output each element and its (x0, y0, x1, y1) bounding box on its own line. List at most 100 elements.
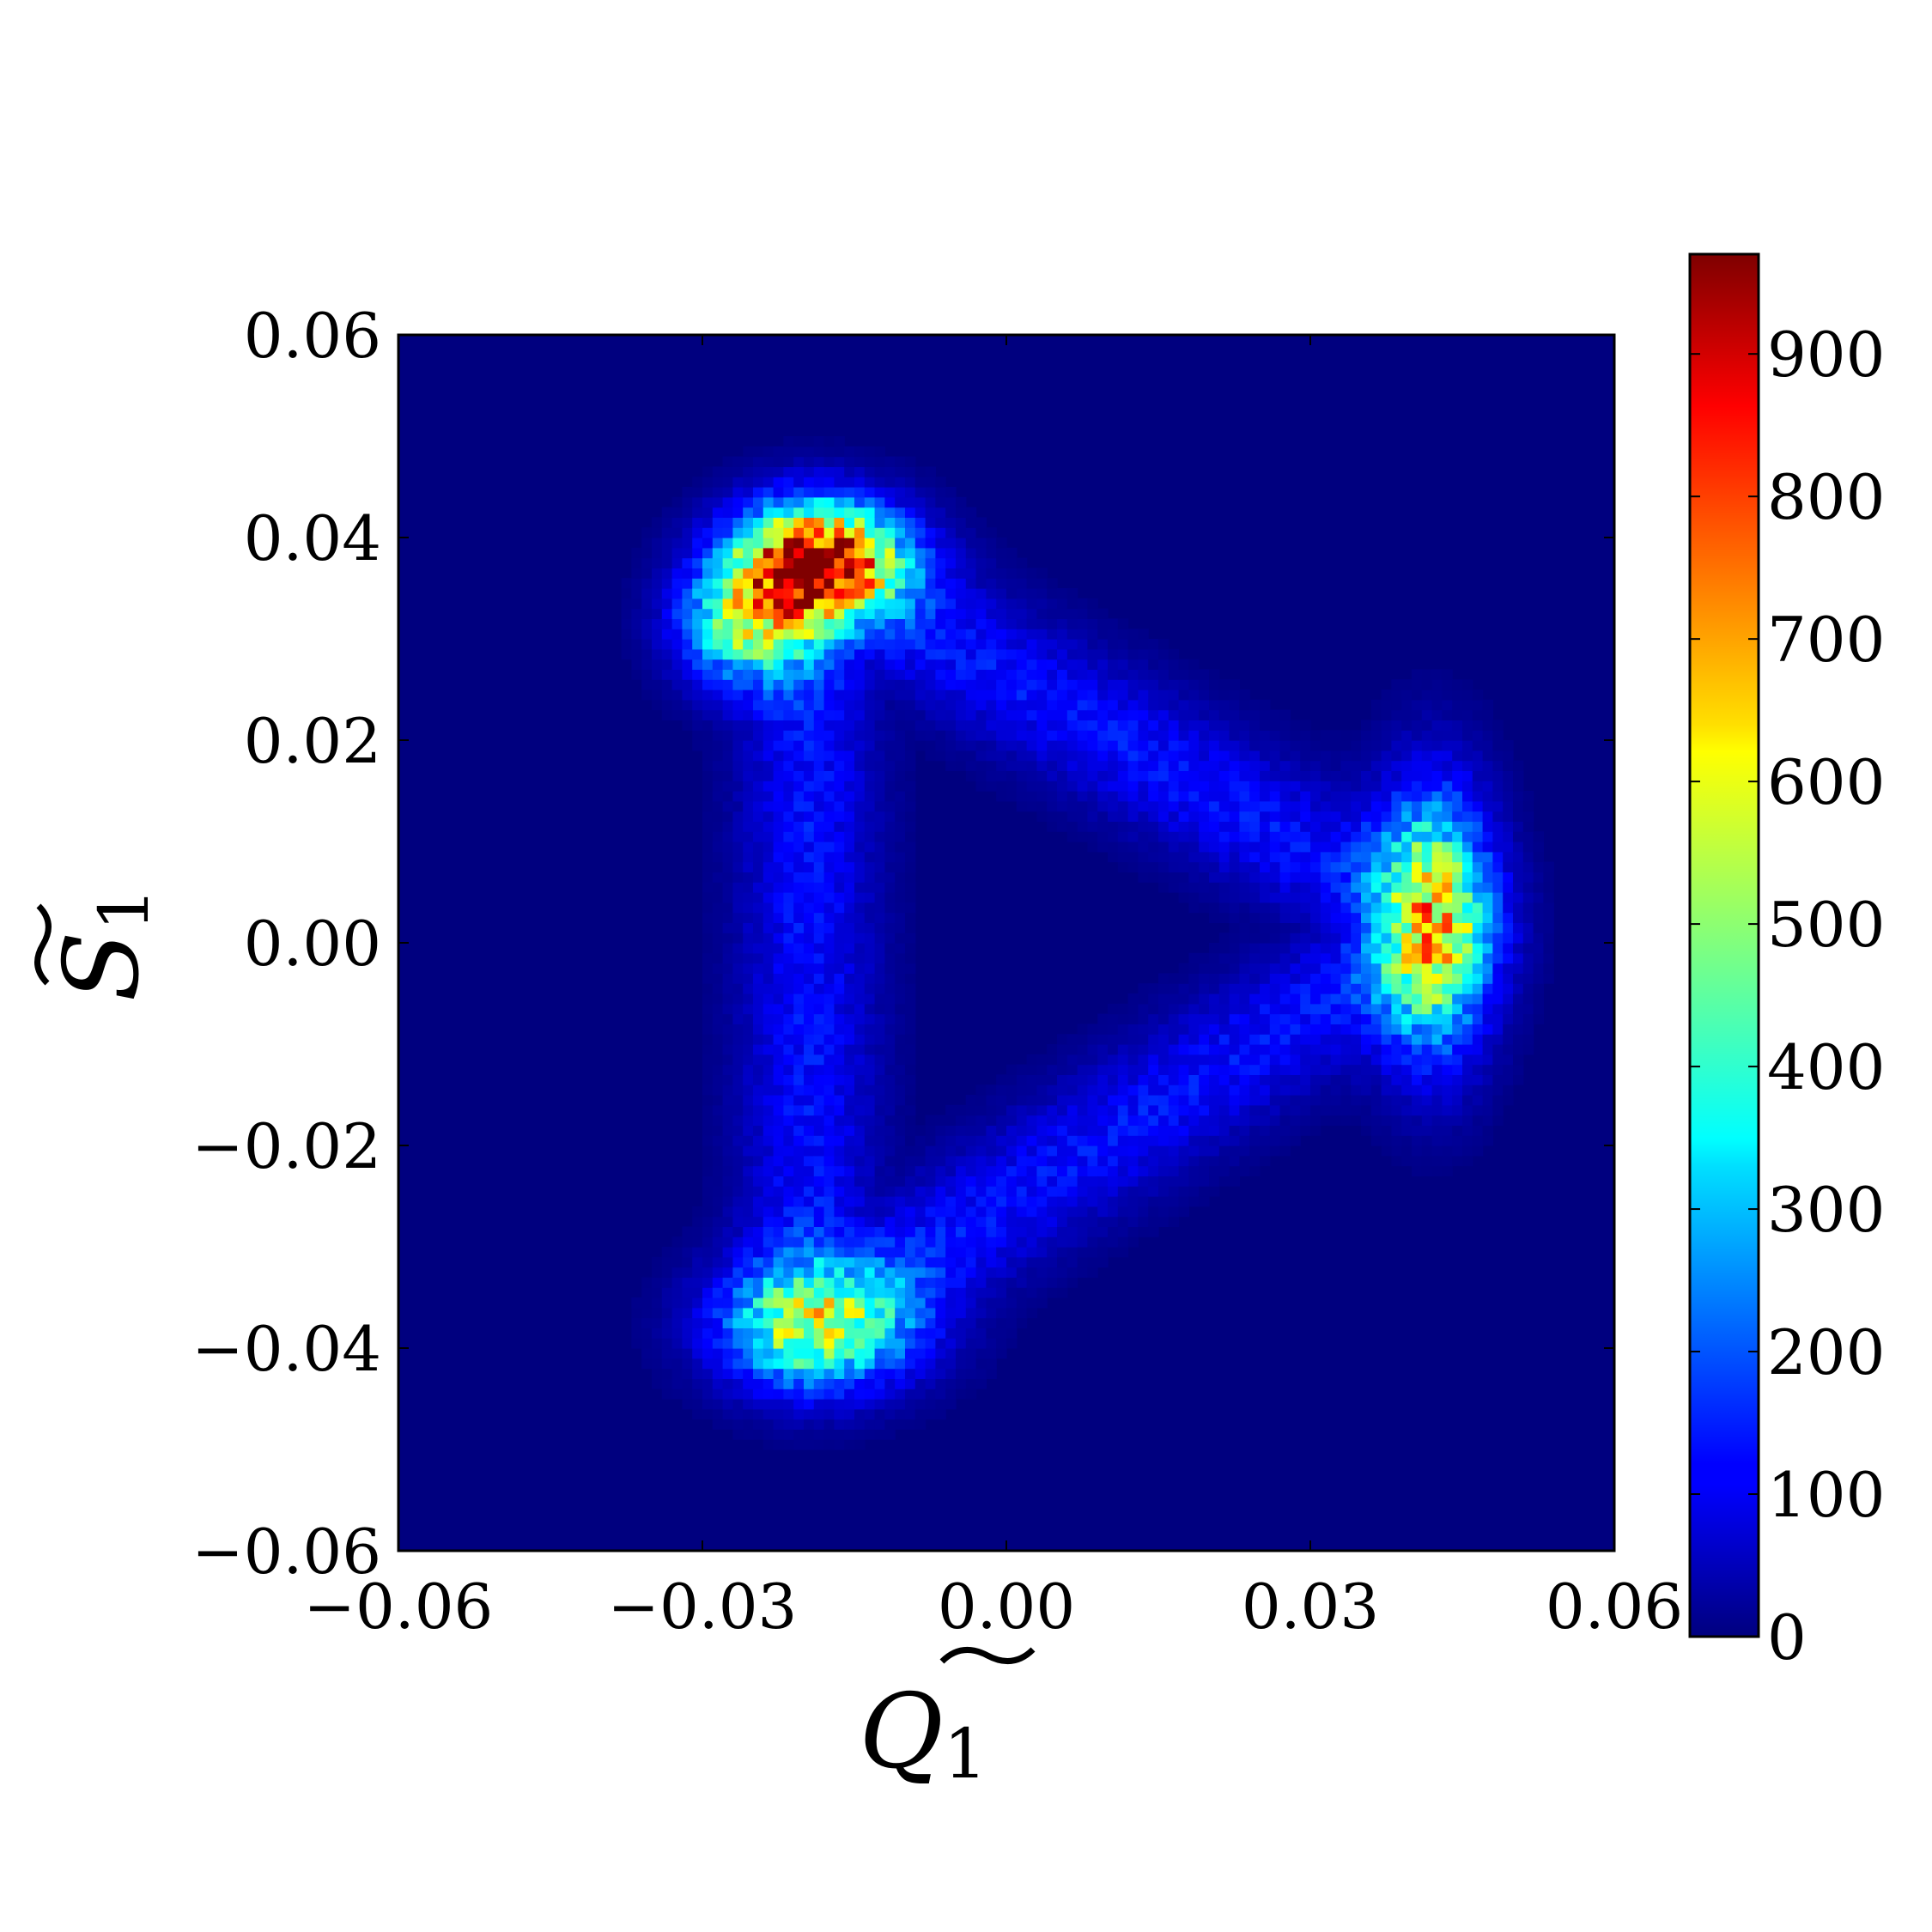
heatmap-cell (905, 1216, 916, 1227)
heatmap-cell (1047, 740, 1058, 751)
heatmap-cell (793, 487, 805, 498)
heatmap-cell (793, 699, 805, 711)
heatmap-cell (874, 1013, 885, 1024)
heatmap-cell (1249, 933, 1261, 944)
heatmap-cell (834, 770, 845, 781)
heatmap-cell (671, 1338, 683, 1349)
heatmap-cell (753, 872, 764, 883)
heatmap-cell (884, 1186, 896, 1197)
heatmap-cell (1218, 720, 1230, 731)
heatmap-cell (1077, 1267, 1088, 1278)
heatmap-cell (1199, 1003, 1210, 1015)
heatmap-cell (1431, 770, 1443, 781)
heatmap-cell (652, 1327, 663, 1339)
heatmap-cell (773, 1155, 784, 1167)
heatmap-cell (1097, 1125, 1109, 1136)
heatmap-cell (793, 1155, 805, 1167)
heatmap-cell (712, 1196, 724, 1207)
heatmap-cell (702, 1277, 714, 1288)
heatmap-cell (1077, 629, 1088, 640)
heatmap-cell (914, 547, 927, 559)
heatmap-cell (762, 1378, 775, 1389)
heatmap-cell (702, 568, 714, 579)
heatmap-cell (1178, 1095, 1189, 1106)
heatmap-cell (1108, 699, 1119, 711)
heatmap-cell (823, 538, 835, 549)
heatmap-cell (1442, 841, 1453, 853)
heatmap-cell (854, 659, 866, 670)
heatmap-cell (884, 811, 896, 822)
heatmap-cell (864, 598, 876, 610)
heatmap-cell (1016, 1165, 1028, 1176)
heatmap-cell (1370, 730, 1382, 741)
heatmap-cell (905, 527, 916, 538)
heatmap-cell (1462, 882, 1473, 893)
heatmap-cell (753, 1297, 764, 1309)
heatmap-cell (1209, 740, 1220, 751)
heatmap-cell (743, 699, 754, 711)
heatmap-cell (1361, 841, 1372, 853)
heatmap-cell (1260, 720, 1271, 731)
heatmap-cell (1340, 811, 1352, 822)
heatmap-cell (874, 1115, 885, 1126)
heatmap-cell (823, 1155, 835, 1167)
heatmap-cell (1047, 811, 1058, 822)
heatmap-cell (1462, 1084, 1473, 1096)
heatmap-cell (1006, 770, 1018, 781)
heatmap-cell (804, 851, 815, 863)
heatmap-cell (1330, 1044, 1341, 1055)
heatmap-cell (854, 791, 866, 802)
heatmap-cell (823, 943, 835, 954)
heatmap-cell (1066, 811, 1078, 822)
heatmap-cell (844, 1186, 855, 1197)
heatmap-cell (1087, 1165, 1098, 1176)
heatmap-cell (935, 598, 946, 610)
heatmap-cell (743, 618, 754, 629)
heatmap-cell (925, 1165, 936, 1176)
heatmap-cell (1279, 709, 1291, 720)
heatmap-cell (1391, 841, 1402, 853)
heatmap-cell (793, 821, 805, 832)
heatmap-cell (1148, 1165, 1159, 1176)
heatmap-cell (753, 1115, 764, 1126)
heatmap-cell (1026, 568, 1037, 579)
heatmap-cell (783, 1115, 794, 1126)
heatmap-cell (1370, 943, 1382, 954)
heatmap-cell (1127, 760, 1139, 771)
heatmap-cell (732, 1226, 744, 1237)
heatmap-cell (702, 1408, 714, 1420)
heatmap-cell (702, 1317, 714, 1328)
heatmap-cell (1006, 1247, 1018, 1258)
heatmap-cell (1279, 1115, 1291, 1126)
heatmap-cell (823, 487, 835, 498)
heatmap-cell (1158, 983, 1170, 994)
heatmap-cell (773, 618, 784, 629)
heatmap-cell (823, 1287, 835, 1298)
heatmap-cell (773, 598, 784, 610)
heatmap-cell (804, 1155, 815, 1167)
heatmap-cell (844, 1287, 855, 1298)
heatmap-cell (1431, 1034, 1443, 1045)
heatmap-cell (823, 1064, 835, 1075)
heatmap-cell (925, 1186, 936, 1197)
heatmap-cell (743, 1024, 754, 1035)
heatmap-cell (1016, 1317, 1028, 1328)
heatmap-cell (1462, 770, 1473, 781)
heatmap-cell (1087, 811, 1098, 822)
heatmap-cell (1097, 1176, 1109, 1187)
heatmap-cell (762, 1317, 775, 1328)
heatmap-cell (702, 1145, 714, 1157)
heatmap-cell (1077, 1104, 1088, 1116)
heatmap-cell (1260, 1125, 1271, 1136)
heatmap-cell (1249, 1074, 1261, 1085)
heatmap-cell (813, 811, 825, 822)
heatmap-cell (1016, 1176, 1028, 1187)
heatmap-cell (1158, 669, 1170, 680)
heatmap-cell (864, 477, 876, 488)
heatmap-cell (1108, 1074, 1119, 1085)
heatmap-cell (925, 699, 936, 711)
heatmap-cell (864, 952, 876, 964)
heatmap-cell (743, 902, 754, 914)
heatmap-cell (1036, 1165, 1048, 1176)
heatmap-cell (1431, 1125, 1443, 1136)
